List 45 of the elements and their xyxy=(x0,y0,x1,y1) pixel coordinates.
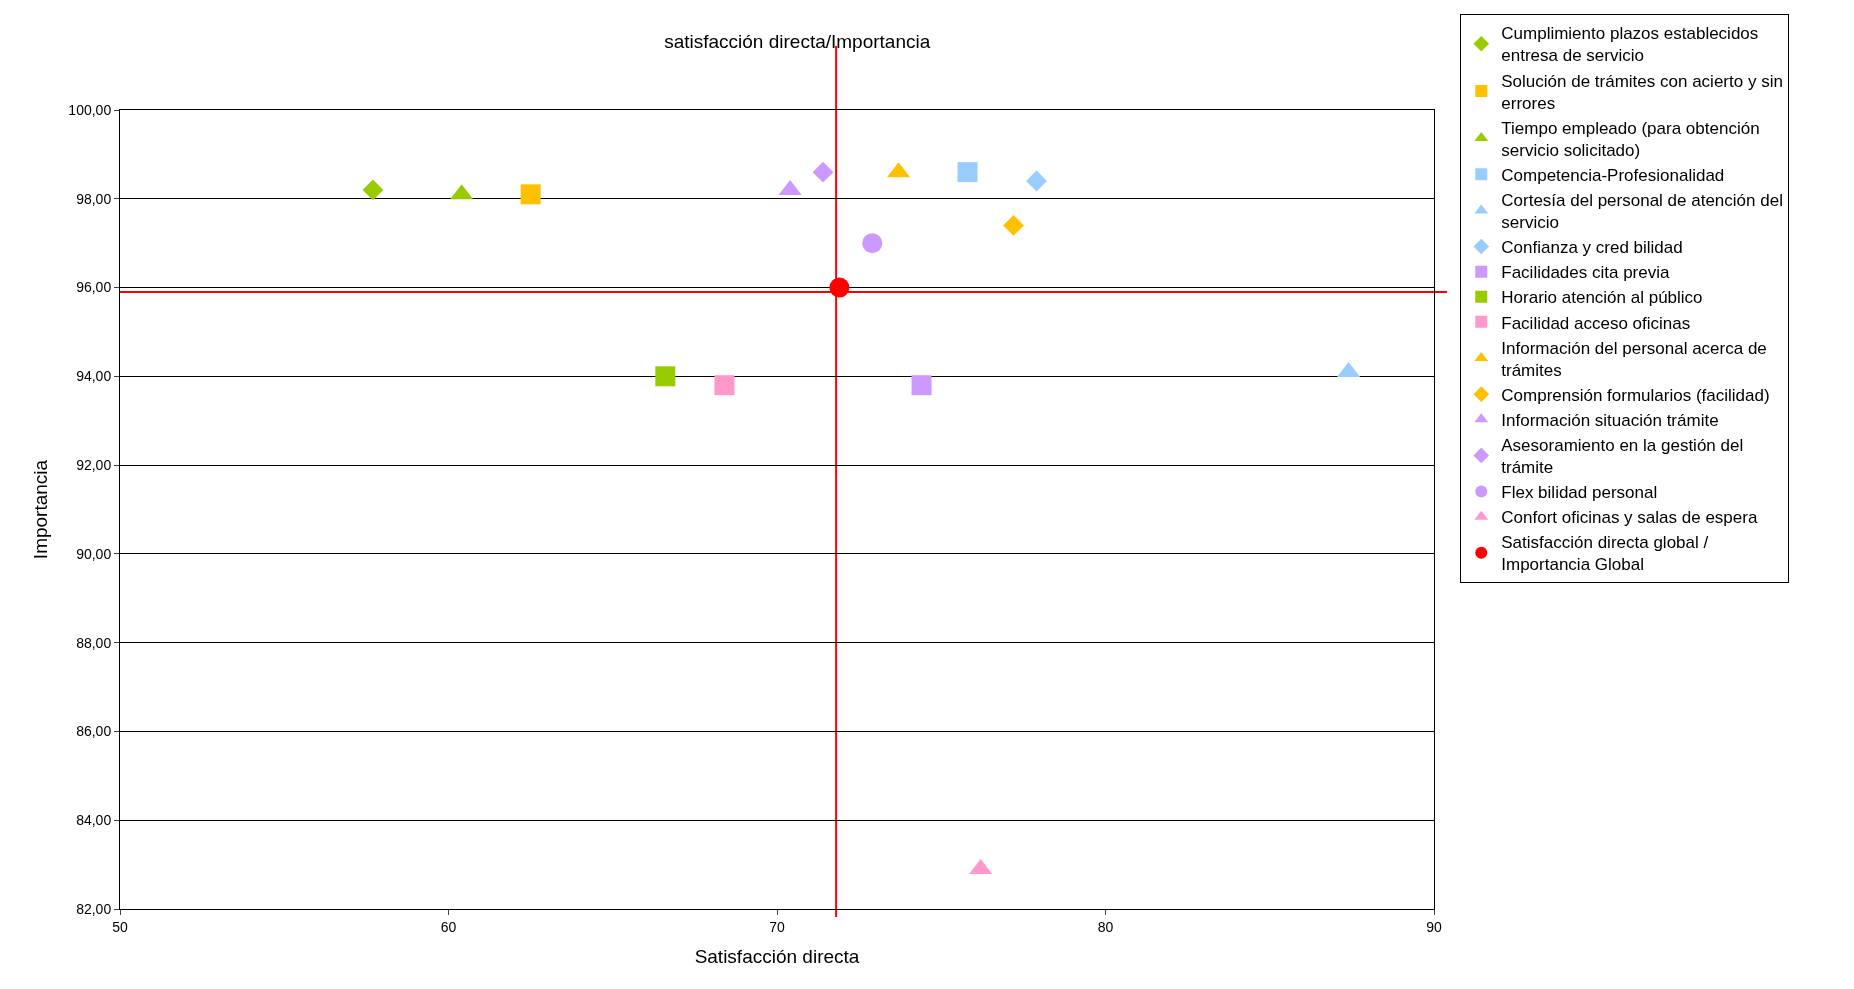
y-tick-label: 88,00 xyxy=(76,634,112,651)
legend-label: Información del personal acerca de trámites xyxy=(1501,338,1767,380)
x-tick-label: 80 xyxy=(1097,918,1114,935)
x-tick-label: 50 xyxy=(112,918,128,935)
legend-label: Flex bilidad personal xyxy=(1501,483,1658,503)
point xyxy=(911,375,932,396)
point xyxy=(957,162,978,183)
y-axis-title: Importancia xyxy=(30,459,52,560)
legend-label: Satisfacción directa global / Importancia Global xyxy=(1501,533,1709,575)
chart-title: satisfacción directa/Importancia xyxy=(664,30,931,52)
legend-label: Confort oficinas y salas de espera xyxy=(1501,508,1758,528)
y-tick-label: 98,00 xyxy=(76,190,112,207)
point xyxy=(862,233,883,254)
legend-label: Cortesía del personal de atención del servicio xyxy=(1501,191,1783,233)
y-tick-label: 94,00 xyxy=(76,368,112,385)
y-tick-label: 100,00 xyxy=(68,101,112,118)
point xyxy=(1003,215,1024,236)
point xyxy=(655,366,676,387)
legend-label: Información situación trámite xyxy=(1501,410,1719,430)
x-tick-label: 60 xyxy=(440,918,457,935)
legend-label: Tiempo empleado (para obtención servicio solicitado) xyxy=(1501,118,1760,160)
point xyxy=(362,179,384,201)
legend-label: Facilidad acceso oficinas xyxy=(1501,313,1691,333)
x-axis-title: Satisfacción directa xyxy=(694,945,860,967)
point xyxy=(812,161,834,183)
y-tick-label: 82,00 xyxy=(76,900,112,917)
x-tick-label: 70 xyxy=(769,918,785,935)
legend-label: Facilidades cita previa xyxy=(1501,263,1671,283)
legend-label: Horario atención al público xyxy=(1501,288,1703,308)
legend-label: Solución de trámites con acierto y sin errores xyxy=(1501,71,1783,113)
point xyxy=(714,375,735,396)
y-tick-label: 84,00 xyxy=(76,812,112,829)
point xyxy=(829,277,850,298)
legend-label: Competencia-Profesionalidad xyxy=(1501,165,1725,185)
point xyxy=(1026,170,1047,192)
legend-label: Asesoramiento en la gestión del trámite xyxy=(1501,436,1744,478)
y-tick-label: 92,00 xyxy=(76,457,112,474)
x-tick-label: 90 xyxy=(1426,918,1442,935)
legend-label: Comprensión formularios (facilidad) xyxy=(1501,385,1770,405)
legend-label: Cumplimiento plazos establecidos entresa de servicio xyxy=(1501,24,1759,66)
y-tick-label: 96,00 xyxy=(76,279,112,296)
y-tick-label: 90,00 xyxy=(76,545,112,562)
point xyxy=(520,184,541,205)
y-tick-label: 86,00 xyxy=(76,723,112,740)
legend-label: Confianza y cred bilidad xyxy=(1501,238,1683,258)
